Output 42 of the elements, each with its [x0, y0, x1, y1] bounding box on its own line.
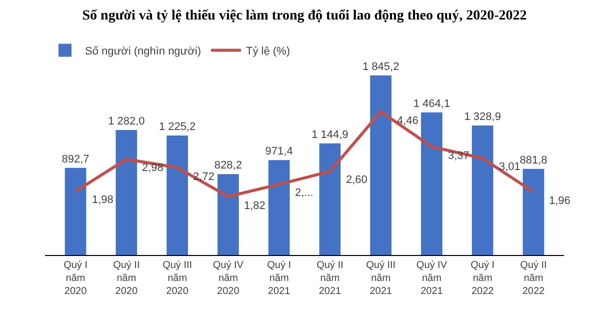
bar	[116, 130, 138, 255]
data-label: 828,2	[214, 160, 242, 172]
data-label: 3,01	[499, 161, 520, 173]
x-tick-label: Quý IV năm 2021	[416, 260, 448, 297]
data-label: 2,...	[295, 187, 314, 199]
data-label: 1 225,2	[158, 121, 196, 134]
data-label: 1,98	[92, 194, 114, 206]
bar	[421, 112, 442, 255]
data-label: 2,60	[346, 174, 368, 186]
data-label: 892,7	[62, 153, 90, 166]
data-label: 1 282,0	[108, 116, 145, 128]
x-tick-label: Quý IV năm 2020	[212, 260, 244, 297]
bar	[472, 125, 494, 255]
legend-label: Số người (nghìn người)	[85, 45, 201, 58]
data-label: 971,4	[265, 146, 293, 158]
bar	[522, 168, 544, 255]
x-tick-label: Quý II năm 2020	[113, 260, 140, 297]
x-tick-label: Quý I năm 2021	[267, 260, 292, 297]
x-tick-label: Quý III năm 2021	[366, 260, 396, 297]
data-label: 2,72	[193, 171, 214, 183]
x-tick-label: Quý I năm 2022	[470, 260, 495, 297]
bar	[319, 143, 341, 255]
bar	[166, 136, 188, 255]
x-tick-label: Quý II năm 2022	[520, 260, 547, 297]
legend-label: Tỷ lệ (%)	[246, 45, 290, 58]
bar	[370, 75, 392, 255]
bar	[218, 174, 239, 255]
data-label: 1 328,9	[464, 110, 501, 123]
data-label: 1 464,1	[413, 98, 450, 110]
chart-title: Số người và tỷ lệ thiếu việc làm trong độ tuổi lao động theo quý, 2020-2022	[82, 8, 527, 24]
data-label: 1,96	[549, 195, 570, 207]
x-tick-label: Quý III năm 2020	[162, 260, 192, 297]
data-label: 1,82	[244, 200, 266, 212]
x-tick-label: Quý II năm 2021	[316, 260, 344, 297]
data-label: 1 845,2	[362, 60, 400, 73]
data-label: 2,98	[142, 162, 164, 174]
bar	[268, 160, 290, 255]
x-tick-label: Quý I năm 2020	[64, 260, 88, 297]
bar	[64, 168, 86, 255]
data-label: 4,46	[397, 115, 418, 127]
data-label: 881,8	[520, 154, 548, 166]
data-label: 1 144,9	[312, 128, 348, 141]
